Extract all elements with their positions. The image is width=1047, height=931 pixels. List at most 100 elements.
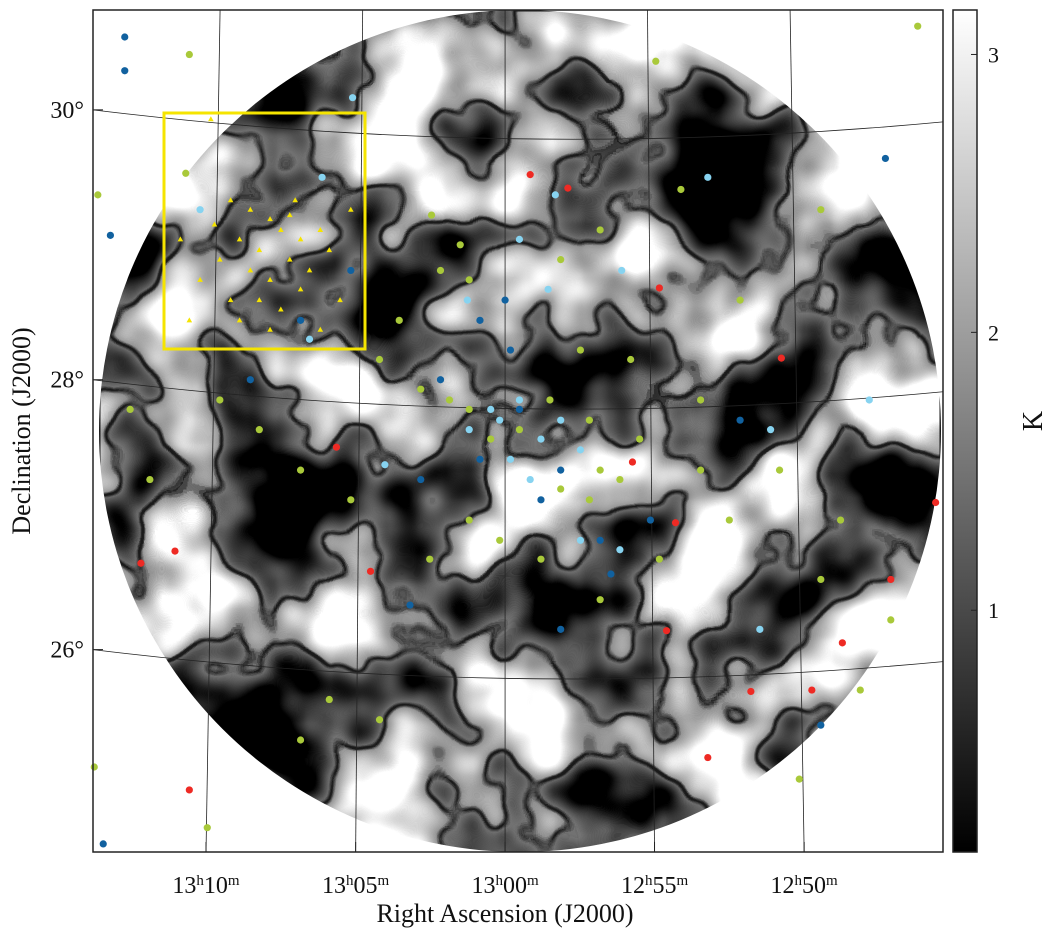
- point: [437, 267, 444, 274]
- point: [817, 576, 824, 583]
- point: [417, 386, 424, 393]
- y-tick-label: 26°: [50, 638, 84, 664]
- y-tick-label: 30°: [50, 98, 84, 124]
- point: [501, 297, 508, 304]
- point: [100, 840, 107, 847]
- y-tick-label: 28°: [50, 368, 84, 394]
- point: [557, 626, 564, 633]
- point: [208, 116, 214, 121]
- point: [476, 456, 483, 463]
- point: [247, 376, 254, 383]
- point: [887, 616, 894, 623]
- point: [216, 396, 223, 403]
- point: [857, 686, 864, 693]
- point: [817, 206, 824, 213]
- point: [808, 686, 815, 693]
- colorbar: [953, 10, 977, 852]
- y-axis-label: Declination (J2000): [7, 327, 36, 534]
- x-tick-label: 12h55m: [621, 873, 689, 899]
- point: [516, 396, 523, 403]
- point: [557, 417, 564, 424]
- chart: Right Ascension (J2000) Declination (J20…: [0, 0, 1047, 931]
- point: [663, 627, 670, 634]
- point: [677, 186, 684, 193]
- point: [866, 396, 873, 403]
- point: [457, 241, 464, 248]
- point: [747, 688, 754, 695]
- point: [778, 355, 785, 362]
- point: [186, 51, 193, 58]
- x-tick-label: 13h00m: [471, 873, 538, 899]
- point: [577, 537, 584, 544]
- point: [204, 824, 211, 831]
- point: [297, 736, 304, 743]
- point: [882, 155, 889, 162]
- point: [171, 547, 178, 554]
- point: [507, 456, 514, 463]
- point: [197, 206, 204, 213]
- point: [426, 556, 433, 563]
- point: [697, 467, 704, 474]
- point: [652, 58, 659, 65]
- point: [607, 570, 614, 577]
- point: [127, 406, 134, 413]
- point: [597, 596, 604, 603]
- point: [396, 317, 403, 324]
- point: [91, 763, 98, 770]
- point: [647, 516, 654, 523]
- colorbar-label: K: [1018, 411, 1047, 431]
- point: [376, 716, 383, 723]
- point: [557, 467, 564, 474]
- colorbar-tick-label: 3: [988, 42, 999, 67]
- point: [326, 696, 333, 703]
- point: [347, 496, 354, 503]
- point: [726, 516, 733, 523]
- point: [577, 446, 584, 453]
- point: [616, 476, 623, 483]
- point: [545, 286, 552, 293]
- point: [466, 426, 473, 433]
- point: [736, 297, 743, 304]
- point: [527, 476, 534, 483]
- point: [914, 23, 921, 30]
- point: [839, 639, 846, 646]
- x-axis-label: Right Ascension (J2000): [376, 899, 633, 928]
- point: [437, 376, 444, 383]
- point: [586, 417, 593, 424]
- point: [318, 174, 325, 181]
- point: [466, 406, 473, 413]
- point: [796, 776, 803, 783]
- point: [629, 458, 636, 465]
- point: [496, 417, 503, 424]
- point: [527, 171, 534, 178]
- point: [656, 284, 663, 291]
- point: [767, 426, 774, 433]
- point: [487, 406, 494, 413]
- point: [417, 476, 424, 483]
- point: [776, 467, 783, 474]
- point: [121, 33, 128, 40]
- point: [487, 435, 494, 442]
- point: [516, 406, 523, 413]
- point: [476, 317, 483, 324]
- point: [496, 537, 503, 544]
- point: [516, 236, 523, 243]
- point: [656, 556, 663, 563]
- point: [297, 317, 304, 324]
- point: [672, 519, 679, 526]
- point: [932, 499, 939, 506]
- point: [349, 94, 356, 101]
- point: [552, 191, 559, 198]
- colorbar-tick-label: 1: [988, 598, 999, 623]
- point: [577, 346, 584, 353]
- point: [367, 568, 374, 575]
- point: [557, 485, 564, 492]
- point: [557, 256, 564, 263]
- x-tick-label: 13h05m: [322, 873, 390, 899]
- point: [756, 626, 763, 633]
- point: [121, 67, 128, 74]
- point: [428, 212, 435, 219]
- point: [837, 516, 844, 523]
- x-tick-label: 13h10m: [172, 873, 240, 899]
- point: [704, 174, 711, 181]
